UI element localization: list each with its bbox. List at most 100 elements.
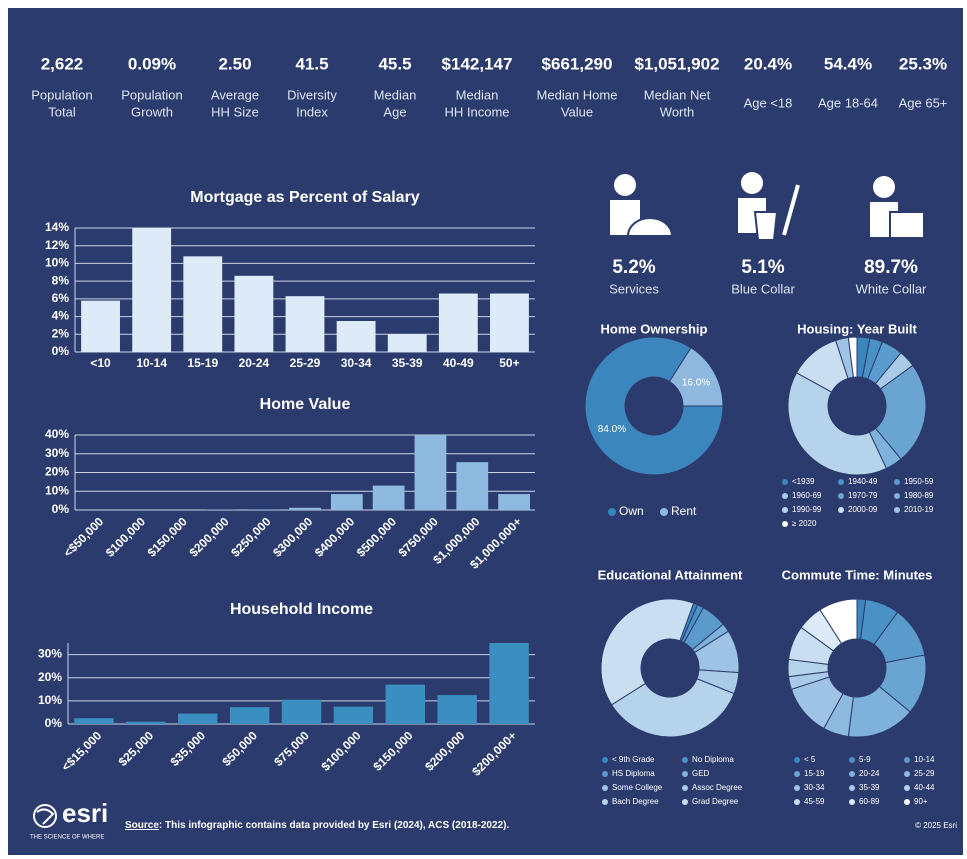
occupation-label: Services (609, 281, 659, 296)
x-tick-label: 20-24 (239, 356, 270, 370)
donut-slice (668, 347, 724, 407)
legend-marker (782, 479, 788, 485)
blue-collar-icon-head (741, 172, 763, 194)
legend-marker (838, 507, 844, 513)
source-note: Source: This infographic contains data p… (125, 820, 509, 831)
legend-label: 60-89 (859, 797, 880, 806)
stat-value: 25.3% (899, 54, 947, 73)
y-tick-label: 6% (52, 291, 70, 305)
stat-label: HH Size (211, 104, 259, 119)
bar (126, 721, 166, 724)
legend-marker (904, 771, 910, 777)
stat-label: Age <18 (744, 95, 793, 110)
y-tick-label: 30% (45, 446, 69, 460)
bar (456, 462, 489, 510)
stat-value: 54.4% (824, 54, 872, 73)
stat-label: Population (31, 87, 92, 102)
footer-logo (33, 804, 57, 828)
chart-title: Household Income (230, 601, 373, 618)
y-tick-label: 30% (38, 647, 62, 661)
stat-label: HH Income (444, 104, 509, 119)
copyright: © 2025 Esri (915, 821, 957, 830)
bar (289, 507, 321, 510)
legend-marker (782, 521, 788, 527)
bar (385, 684, 425, 724)
legend-label: GED (692, 769, 710, 778)
stat-label: Worth (660, 104, 694, 119)
bar (387, 334, 427, 352)
legend-label: ≥ 2020 (792, 519, 817, 528)
y-tick-label: 40% (45, 427, 69, 441)
y-tick-label: 12% (45, 238, 69, 252)
legend-marker (794, 799, 800, 805)
x-tick-label: 25-29 (290, 356, 321, 370)
bar (437, 695, 477, 724)
legend-marker (602, 771, 608, 777)
y-tick-label: 8% (52, 273, 70, 287)
stat-label: Median (456, 87, 499, 102)
legend-label: 1990-99 (792, 505, 822, 514)
bar (336, 321, 376, 352)
logo-globe-land (36, 808, 55, 825)
legend-label: 2010-19 (904, 505, 934, 514)
chart-title: Commute Time: Minutes (782, 567, 933, 582)
y-tick-label: 4% (52, 309, 70, 323)
chart-title: Home Ownership (601, 321, 708, 336)
legend-marker (849, 785, 855, 791)
legend-marker (682, 757, 688, 763)
legend-marker (602, 757, 608, 763)
x-tick-label: 40-49 (443, 356, 474, 370)
legend-label: 30-34 (804, 783, 825, 792)
donut-slice (819, 598, 858, 645)
legend-label: 45-59 (804, 797, 825, 806)
bar (229, 707, 270, 724)
y-tick-label: 0% (52, 344, 70, 358)
slice-label: 16.0% (682, 378, 710, 389)
x-tick-label: 10-14 (136, 356, 167, 370)
bar (178, 713, 218, 724)
legend-label: 15-19 (804, 769, 825, 778)
stat-label: Growth (131, 104, 173, 119)
legend-marker (602, 785, 608, 791)
x-tick-label: 50+ (499, 356, 519, 370)
stat-value: 0.09% (128, 54, 176, 73)
legend-marker (849, 757, 855, 763)
legend-marker (782, 493, 788, 499)
legend-marker (794, 757, 800, 763)
legend-marker (904, 799, 910, 805)
y-tick-label: 20% (38, 670, 62, 684)
donut-slice (584, 336, 724, 476)
legend-label: 40-44 (914, 783, 935, 792)
bar (490, 293, 529, 352)
y-tick-label: 10% (45, 483, 69, 497)
legend-label: Rent (671, 504, 697, 518)
occupation-label: White Collar (856, 281, 927, 296)
occupation-label: Blue Collar (731, 281, 795, 296)
x-tick-label: 35-39 (392, 356, 423, 370)
bar (247, 509, 280, 510)
legend-marker (794, 785, 800, 791)
legend-label: 35-39 (859, 783, 880, 792)
stat-value: 41.5 (295, 54, 328, 73)
stat-value: $1,051,902 (634, 54, 719, 73)
legend-label: Bach Degree (612, 797, 659, 806)
legend-marker (894, 493, 900, 499)
source-label: Source (125, 820, 159, 831)
y-tick-label: 14% (45, 220, 69, 234)
stat-label: Age 65+ (899, 95, 948, 110)
legend-marker (838, 493, 844, 499)
stat-label: Value (561, 104, 593, 119)
bar (330, 494, 363, 510)
stat-label: Total (48, 104, 76, 119)
stat-label: Age (383, 104, 406, 119)
y-tick-label: 0% (52, 502, 70, 516)
y-tick-label: 0% (45, 716, 63, 730)
legend-label: 90+ (914, 797, 928, 806)
legend-label: 1950-59 (904, 477, 934, 486)
stat-label: Median Net (644, 87, 711, 102)
blue-collar-icon-mop (782, 184, 800, 236)
bar (489, 643, 529, 724)
legend-label: < 9th Grade (612, 755, 655, 764)
bar (414, 435, 447, 510)
